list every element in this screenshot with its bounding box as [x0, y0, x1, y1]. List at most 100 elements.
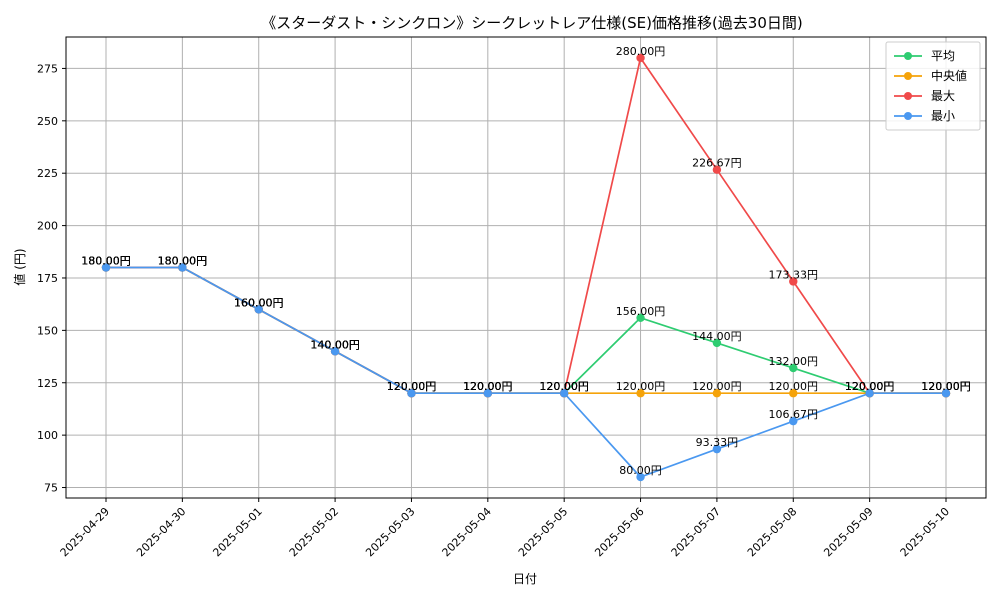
data-point: [636, 53, 645, 63]
data-label: 226.67円: [692, 157, 742, 170]
data-point: [712, 444, 722, 454]
x-tick-label: 2025-05-06: [592, 505, 646, 559]
data-label: 93.33円: [696, 436, 739, 449]
y-tick-label: 150: [37, 324, 58, 337]
x-tick-label: 2025-05-03: [363, 505, 417, 559]
legend-box: [885, 41, 981, 131]
data-point: [789, 277, 798, 286]
y-tick-label: 125: [37, 377, 58, 390]
data-label: 140.00円: [310, 338, 360, 351]
data-label: 180.00円: [158, 255, 208, 268]
data-label: 120.00円: [387, 380, 437, 393]
x-tick-label: 2025-05-04: [440, 505, 494, 559]
data-label: 160.00円: [234, 296, 284, 309]
data-label: 180.00円: [158, 255, 208, 268]
x-axis-label: 日付: [513, 572, 537, 586]
legend-marker: [904, 112, 912, 120]
data-point: [789, 389, 798, 398]
data-label: 280.00円: [616, 45, 666, 58]
data-label: 120.00円: [387, 380, 437, 393]
y-tick-label: 200: [37, 220, 58, 233]
legend-marker: [904, 52, 912, 60]
x-tick-label: 2025-04-30: [134, 505, 188, 559]
y-tick-label: 100: [37, 429, 58, 442]
data-point: [865, 389, 874, 398]
data-label: 180.00円: [81, 255, 131, 268]
data-point: [789, 416, 798, 426]
data-point: [178, 263, 187, 272]
data-point: [789, 363, 798, 373]
series-lines: [106, 55, 946, 478]
data-points: [101, 53, 951, 482]
data-label: 120.00円: [921, 380, 971, 393]
data-point: [330, 347, 340, 356]
data-point: [712, 338, 722, 348]
data-label: 120.00円: [921, 380, 971, 393]
data-point: [712, 389, 722, 398]
data-label: 120.00円: [692, 380, 742, 393]
data-point: [636, 313, 645, 322]
data-label: 120.00円: [539, 380, 589, 393]
data-label: 120.00円: [463, 380, 513, 393]
series-line: [106, 266, 946, 478]
x-tick-label: 2025-05-05: [516, 505, 570, 559]
x-tick-label: 2025-05-07: [669, 505, 723, 559]
legend-marker: [904, 92, 912, 100]
y-tick-label: 175: [37, 272, 58, 285]
x-tick-label: 2025-05-10: [898, 505, 952, 559]
data-label: 132.00円: [769, 355, 819, 368]
data-label: 160.00円: [234, 296, 284, 309]
data-label: 140.00円: [310, 338, 360, 351]
data-point: [712, 165, 722, 174]
legend-label: 中央値: [931, 68, 967, 83]
data-label: 140.00円: [310, 338, 360, 351]
y-tick-label: 225: [37, 167, 58, 180]
data-label: 120.00円: [387, 380, 437, 393]
data-point: [254, 305, 263, 314]
data-label: 160.00円: [234, 296, 284, 309]
data-label: 120.00円: [921, 380, 971, 393]
data-label: 120.00円: [387, 380, 437, 393]
data-label: 120.00円: [616, 380, 666, 393]
grid-lines: [66, 37, 986, 498]
x-tick-label: 2025-05-02: [287, 505, 341, 559]
data-label: 120.00円: [463, 380, 513, 393]
data-label: 120.00円: [463, 380, 513, 393]
data-label: 140.00円: [310, 338, 360, 351]
data-point: [483, 389, 493, 398]
data-label: 106.67円: [769, 408, 819, 421]
data-point: [941, 389, 951, 398]
data-label: 120.00円: [845, 380, 895, 393]
y-axis-label: 値 (円): [12, 248, 27, 285]
y-tick-label: 250: [37, 115, 58, 128]
x-axis-ticks: 2025-04-29 2025-04-30 2025-05-01 2025-05-02…: [58, 498, 952, 559]
x-tick-label: 2025-04-29: [58, 505, 112, 559]
legend-label: 最小: [931, 109, 955, 123]
legend-label: 最大: [931, 89, 955, 103]
data-label: 180.00円: [81, 255, 131, 268]
data-point: [636, 472, 645, 482]
data-point: [407, 389, 416, 398]
data-label: 120.00円: [845, 380, 895, 393]
y-tick-label: 275: [37, 62, 58, 75]
data-label: 180.00円: [81, 255, 131, 268]
data-label: 120.00円: [769, 380, 819, 393]
data-label: 80.00円: [619, 464, 662, 477]
legend-marker: [904, 72, 912, 80]
data-label: 120.00円: [845, 380, 895, 393]
x-tick-label: 2025-05-01: [210, 505, 264, 559]
data-labels: 180.00円 180.00円 160.00円 140.00円 120.00円 120.0…: [81, 45, 971, 477]
data-label: 120.00円: [539, 380, 589, 393]
data-label: 120.00円: [539, 380, 589, 393]
data-label: 156.00円: [616, 305, 666, 318]
data-label: 120.00円: [845, 380, 895, 393]
data-label: 120.00円: [463, 380, 513, 393]
y-tick-label: 75: [44, 482, 58, 495]
data-label: 180.00円: [158, 255, 208, 268]
data-label: 173.33円: [769, 268, 819, 281]
data-label: 120.00円: [921, 380, 971, 393]
x-tick-label: 2025-05-09: [821, 505, 875, 559]
plot-frame: [65, 36, 987, 499]
